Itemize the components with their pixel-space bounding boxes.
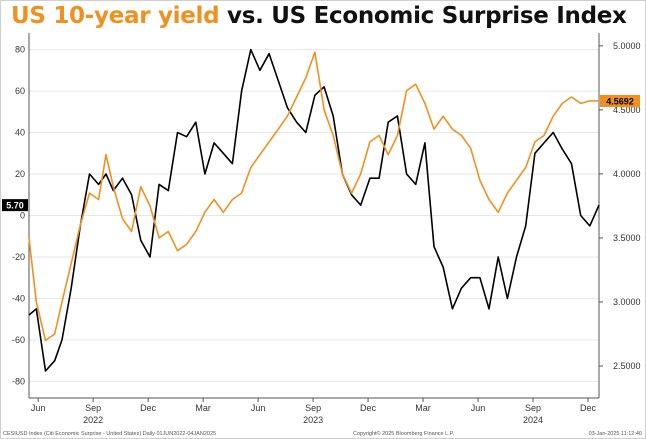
left-tick-label: -60 <box>12 335 25 345</box>
right-tick-label: 2.5000 <box>613 361 641 371</box>
left-tick-label: -80 <box>12 376 25 386</box>
x-tick-label: Jun <box>471 403 486 413</box>
chart-title: US 10-year yield vs. US Economic Surpris… <box>11 3 627 29</box>
right-tick-label: 3.5000 <box>613 233 641 243</box>
yield-line <box>28 51 600 342</box>
x-year-label: 2022 <box>83 415 103 425</box>
left-tick-label: 40 <box>15 128 25 138</box>
title-surprise-part: vs. US Economic Surprise Index <box>219 3 627 29</box>
left-tick-label: 60 <box>15 86 25 96</box>
surprise-last-badge <box>2 199 28 212</box>
left-tick-label: 0 <box>20 211 25 221</box>
title-yield-part: US 10-year yield <box>11 3 220 29</box>
x-tick-label: Mar <box>415 403 431 413</box>
x-tick-label: Dec <box>140 403 157 413</box>
footer-source: CESIUSD Index (Citi Economic Surprise - … <box>3 431 216 437</box>
left-tick-label: 80 <box>15 45 25 55</box>
right-tick-label: 3.0000 <box>613 297 641 307</box>
x-tick-label: Mar <box>195 403 211 413</box>
x-year-label: 2024 <box>523 415 543 425</box>
surprise-last-value: 5.70 <box>6 201 24 211</box>
x-tick-label: Dec <box>360 403 377 413</box>
right-tick-label: 5.0000 <box>613 41 641 51</box>
x-tick-label: Dec <box>580 403 597 413</box>
left-tick-label: -40 <box>12 293 25 303</box>
x-year-label: 2023 <box>303 415 323 425</box>
right-tick-label: 4.5000 <box>613 105 641 115</box>
x-tick-label: Sep <box>525 403 541 413</box>
left-tick-label: 20 <box>15 169 25 179</box>
x-tick-label: Sep <box>85 403 101 413</box>
x-tick-label: Sep <box>305 403 321 413</box>
surprise-index-line <box>28 48 600 372</box>
yield-last-badge <box>600 94 640 107</box>
footer-timestamp: 03-Jan-2025 11:12:40 <box>589 431 642 437</box>
x-tick-label: Jun <box>251 403 266 413</box>
right-tick-label: 4.0000 <box>613 169 641 179</box>
x-tick-label: Jun <box>31 403 46 413</box>
footer-copyright: Copyright© 2025 Bloomberg Finance L.P. <box>353 430 455 437</box>
yield-last-value: 4.5692 <box>606 96 634 106</box>
left-tick-label: -20 <box>12 252 25 262</box>
